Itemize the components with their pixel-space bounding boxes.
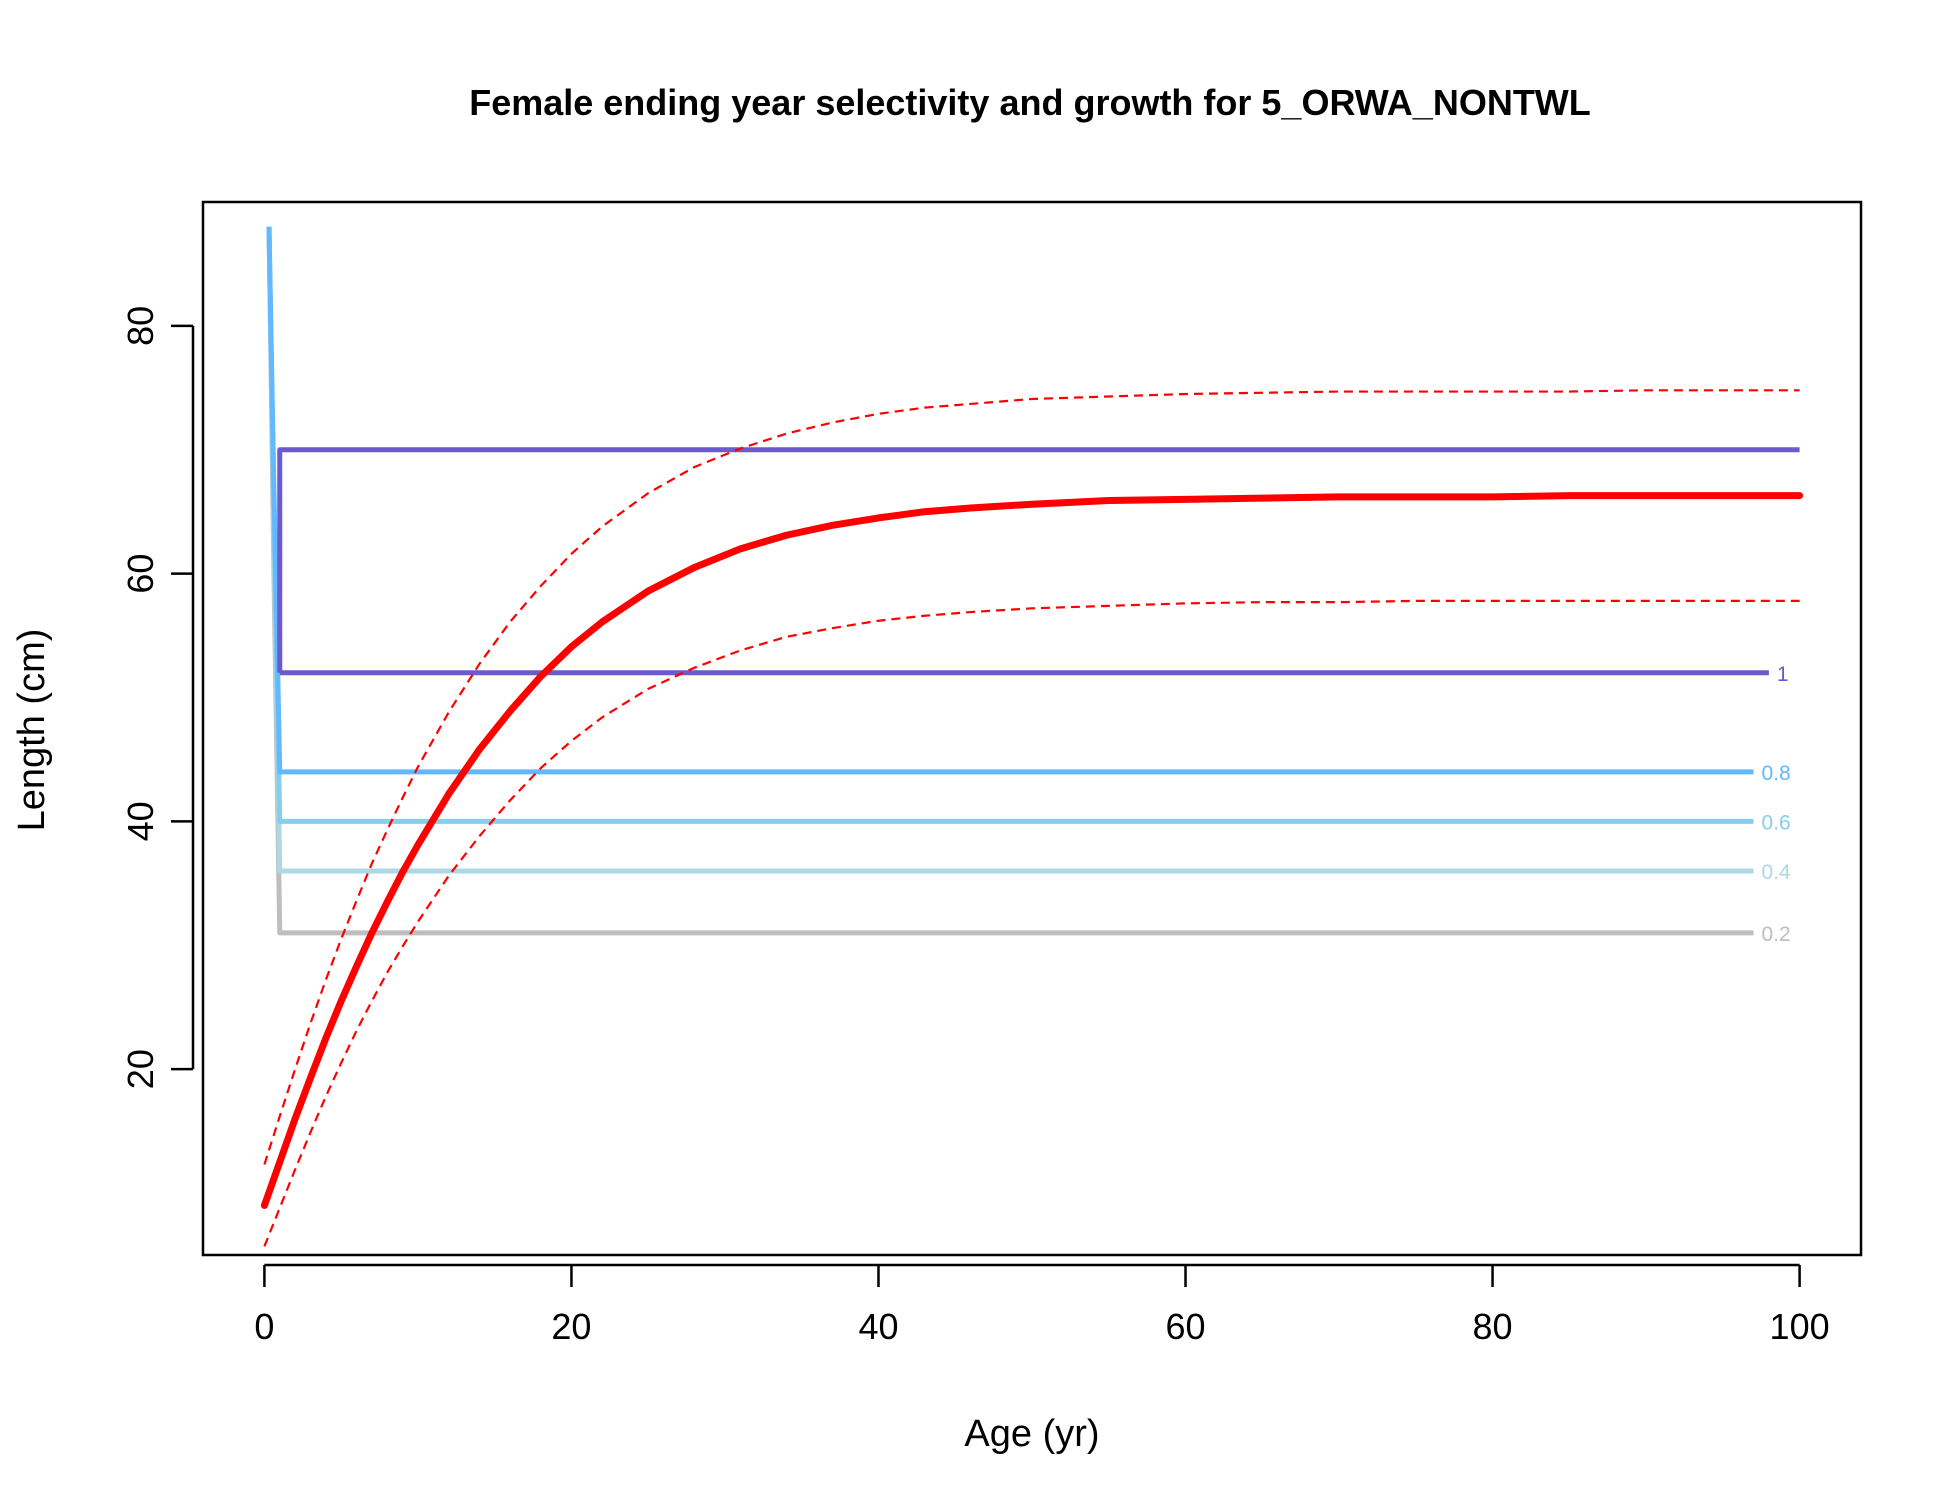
contour-label-0.6: 0.6 bbox=[1762, 811, 1791, 834]
y-tick-label: 40 bbox=[120, 801, 161, 841]
growth-lower-interval bbox=[263, 599, 1800, 1247]
x-tick-label: 0 bbox=[254, 1306, 274, 1347]
plot-frame bbox=[201, 200, 1863, 1257]
contour-label-1: 1 bbox=[1777, 663, 1789, 686]
x-tick-label: 40 bbox=[858, 1306, 898, 1347]
y-tick-label: 60 bbox=[120, 554, 161, 594]
selectivity-contour-upper-1 bbox=[277, 447, 1800, 673]
y-axis: 20 40 60 80 bbox=[120, 306, 195, 1089]
y-axis-label: Length (cm) bbox=[11, 629, 53, 832]
contour-label-0.2: 0.2 bbox=[1762, 923, 1791, 946]
x-axis-label: Age (yr) bbox=[964, 1413, 1099, 1455]
contour-label-0.4: 0.4 bbox=[1762, 861, 1792, 884]
x-tick-label: 100 bbox=[1770, 1306, 1830, 1347]
growth-upper-interval bbox=[263, 389, 1800, 1165]
y-tick-label: 20 bbox=[120, 1049, 161, 1089]
contour-label-0.8: 0.8 bbox=[1762, 762, 1791, 785]
growth-mean-curve bbox=[260, 492, 1804, 1209]
growth-curves bbox=[260, 389, 1804, 1247]
selectivity-contour-0.8 bbox=[266, 226, 1754, 775]
chart-title: Female ending year selectivity and growt… bbox=[469, 82, 1591, 123]
selectivity-contours: 0.2 0.4 0.6 0.8 1 bbox=[266, 226, 1800, 946]
x-axis: 0 20 40 60 80 100 bbox=[254, 1263, 1830, 1347]
x-tick-label: 80 bbox=[1473, 1306, 1513, 1347]
y-tick-label: 80 bbox=[120, 306, 161, 346]
x-tick-label: 20 bbox=[551, 1306, 591, 1347]
selectivity-contour-0.2 bbox=[266, 226, 1754, 936]
x-tick-label: 60 bbox=[1165, 1306, 1205, 1347]
